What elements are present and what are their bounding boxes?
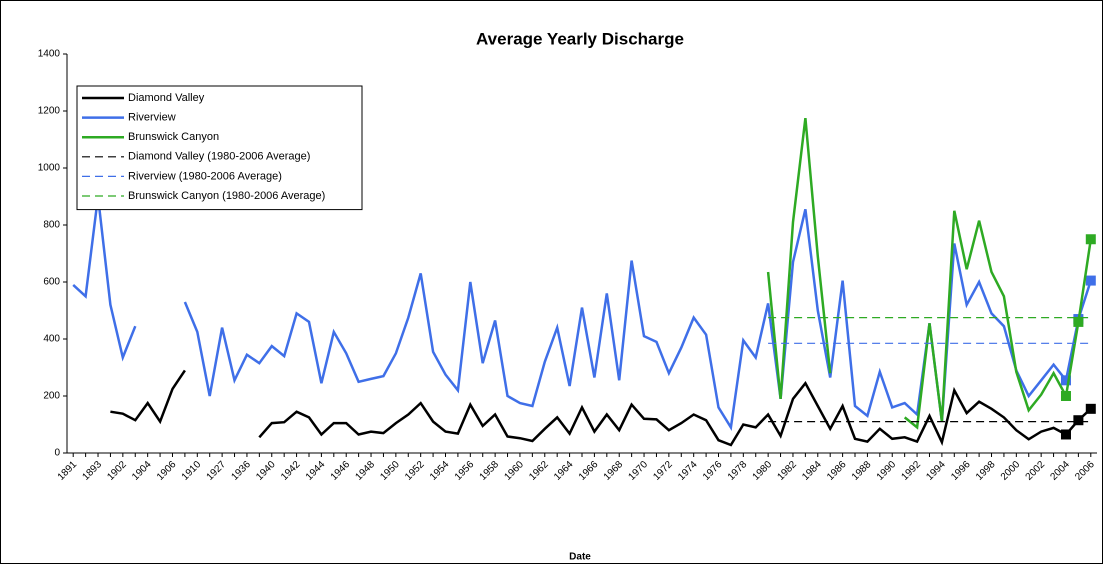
series-line [110, 369, 1092, 447]
legend-label: Brunswick Canyon (1980-2006 Average) [128, 190, 325, 202]
point-marker [1073, 316, 1084, 327]
point-marker [1073, 415, 1084, 426]
point-marker [1085, 403, 1096, 414]
y-tick-label: 400 [43, 334, 60, 345]
legend-label: Diamond Valley [128, 92, 205, 104]
point-marker [1085, 275, 1096, 286]
point-marker [1060, 429, 1071, 440]
y-tick-label: 0 [54, 448, 60, 459]
legend-label: Diamond Valley (1980-2006 Average) [128, 151, 310, 163]
x-axis-title: Date [569, 552, 591, 563]
point-marker [1060, 391, 1071, 401]
y-tick-label: 1200 [38, 106, 61, 117]
point-marker [1060, 375, 1071, 386]
point-marker [1085, 234, 1096, 245]
y-tick-label: 800 [43, 220, 60, 231]
legend: Diamond Valley Riverview Brunswick Canyon D… [76, 85, 363, 211]
legend-box [76, 85, 363, 211]
y-tick-label: 200 [43, 391, 60, 402]
y-tick-label: 1400 [38, 49, 61, 60]
y-tick-label: 600 [43, 277, 60, 288]
y-tick-label: 1000 [38, 163, 61, 174]
legend-label: Riverview (1980-2006 Average) [128, 170, 282, 182]
series-line [766, 117, 1093, 430]
chart-title: Average Yearly Discharge [476, 29, 684, 48]
legend-label: Riverview [128, 112, 176, 124]
legend-label: Brunswick Canyon [128, 131, 219, 143]
